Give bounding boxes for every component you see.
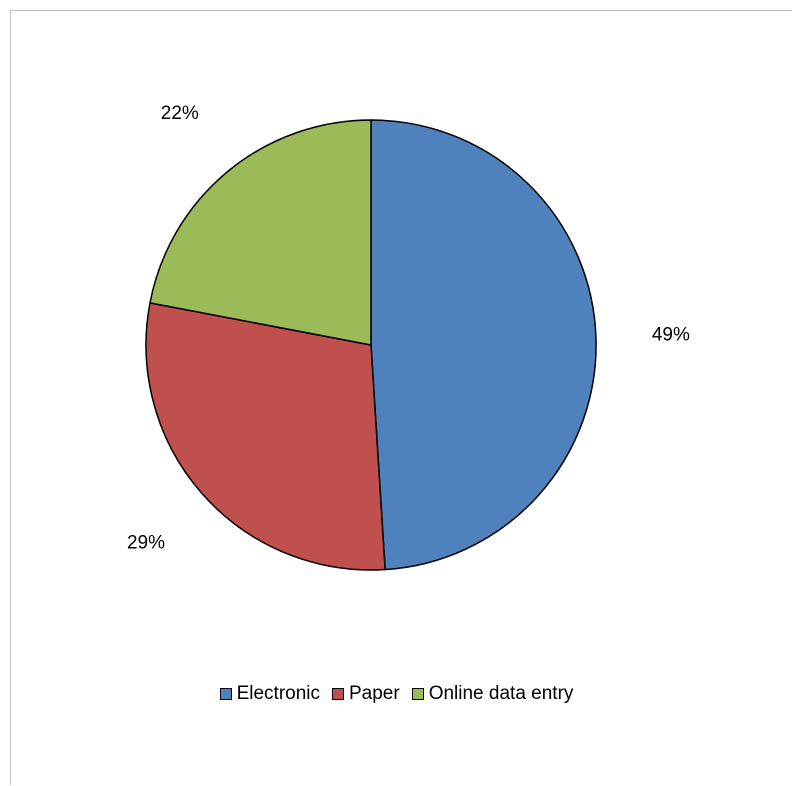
legend-item-electronic: Electronic [219,683,320,705]
legend-swatch-online-data-entry [411,688,424,700]
pie-slice-paper [145,302,386,571]
legend-label-electronic: Electronic [236,683,320,704]
legend-item-online-data-entry: Online data entry [411,683,574,705]
pie-slice-online-data-entry [149,119,372,346]
pie-slice-electronic [370,119,597,571]
data-label-electronic: 49% [652,325,690,346]
data-label-online-data-entry: 22% [161,103,199,124]
data-label-paper: 29% [127,532,165,553]
legend: Electronic Paper Online data entry [0,683,793,705]
legend-swatch-paper [332,688,344,700]
pie-slices [145,119,597,571]
legend-item-paper: Paper [332,683,400,705]
legend-label-paper: Paper [349,683,400,704]
pie-data-labels: 49% 29% 22% [127,103,690,554]
legend-swatch-electronic [219,688,232,700]
legend-label-online-data-entry: Online data entry [428,683,574,704]
